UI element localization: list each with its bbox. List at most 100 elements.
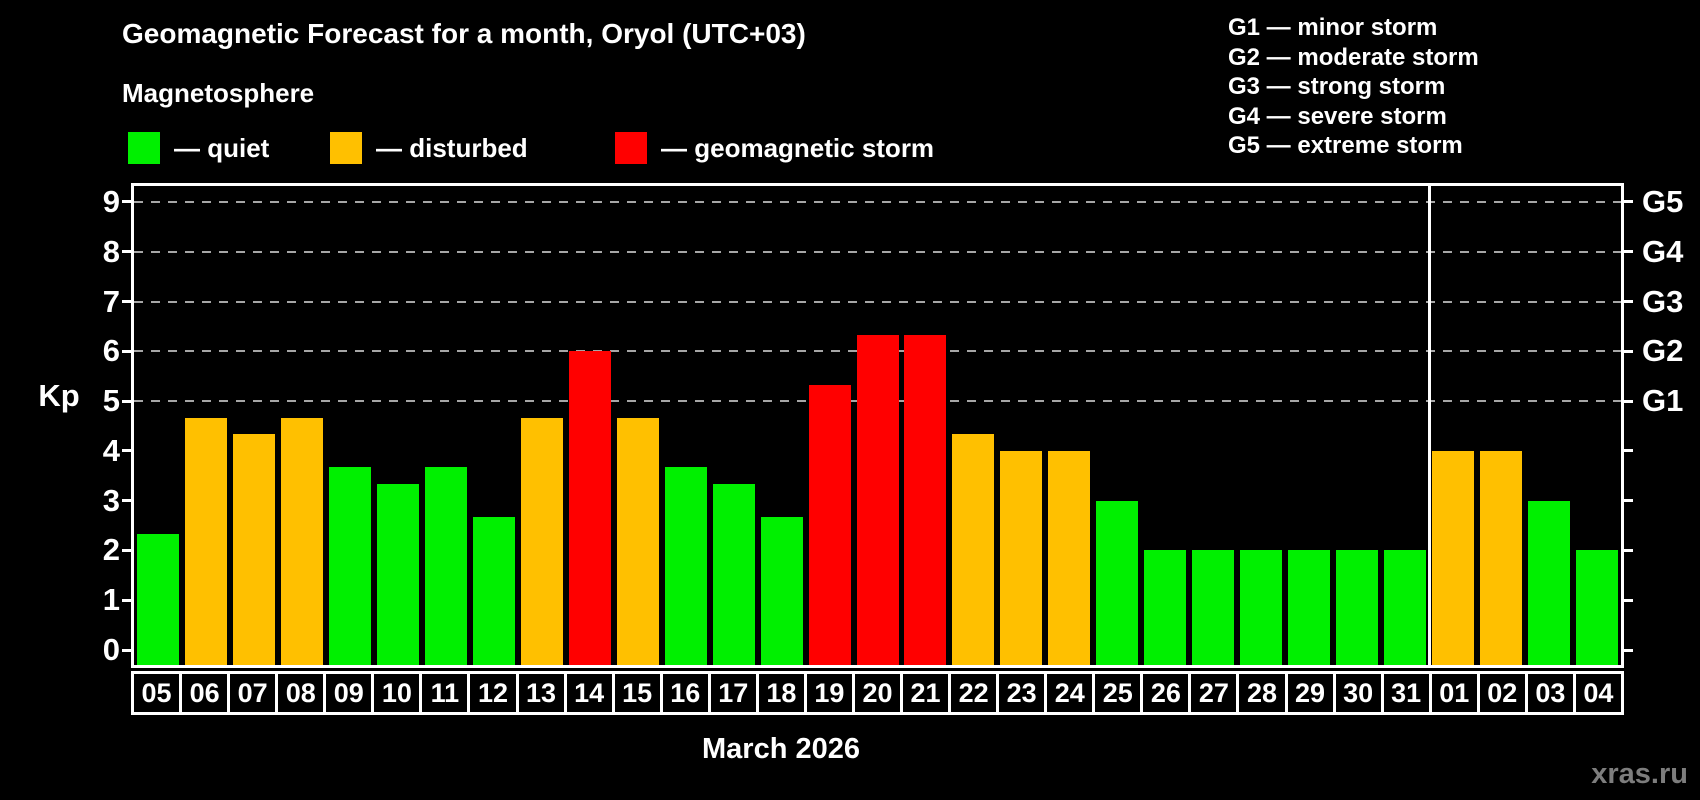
date-cell-12: 12 [467,671,519,715]
bar-day-28 [1240,550,1283,665]
date-cell-09: 09 [323,671,375,715]
date-cell-06: 06 [179,671,231,715]
bar-day-11 [424,467,467,665]
date-cell-21: 21 [900,671,952,715]
bar-day-21 [904,334,947,665]
date-cell-29: 29 [1284,671,1336,715]
page-title: Geomagnetic Forecast for a month, Oryol … [122,18,806,49]
y-tick-left-4 [122,449,131,453]
date-cell-01: 01 [1428,671,1480,715]
disturbed-color-swatch [330,132,362,164]
bar-day-14 [568,351,611,665]
date-cell-19: 19 [803,671,855,715]
y-tick-right-0 [1624,648,1633,652]
g-legend-line-g1: G1 — minor storm [1228,14,1438,41]
legend-item-disturbed: — disturbed [330,131,528,165]
x-axis-title: March 2026 [702,733,860,765]
gridline-kp8 [134,250,1621,253]
bar-day-23 [1000,450,1043,665]
y-tick-left-5 [122,399,131,403]
date-cell-16: 16 [659,671,711,715]
bar-day-10 [376,484,419,665]
g-legend-line-g2: G2 — moderate storm [1228,43,1479,71]
y-tick-left-1 [122,598,131,602]
gridline-kp9 [134,200,1621,203]
y-tick-left-9 [122,200,131,204]
date-cell-04: 04 [1572,671,1624,715]
g-axis-label-g5: G5 [1642,183,1684,219]
quiet-color-swatch [128,132,160,164]
bar-day-18 [760,517,803,665]
bar-day-17 [712,484,755,665]
date-cell-30: 30 [1332,671,1384,715]
g-axis-label-g2: G2 [1642,333,1684,369]
bar-day-26 [1144,550,1187,665]
g-scale-legend: G1 — minor storm G2 — moderate storm G3 … [1228,13,1479,161]
y-tick-left-7 [122,300,131,304]
y-tick-left-3 [122,499,131,503]
bar-day-24 [1048,450,1091,665]
y-tick-left-6 [122,349,131,353]
date-cell-14: 14 [563,671,615,715]
y-tick-right-8 [1624,250,1633,254]
bar-day-05 [136,534,179,665]
g-legend-line-g3: G3 — strong storm [1228,73,1446,101]
g-axis-label-g3: G3 [1642,283,1684,319]
magnetosphere-label: Magnetosphere [122,78,315,108]
date-cell-18: 18 [755,671,807,715]
date-cell-13: 13 [515,671,567,715]
y-axis-label-9: 9 [102,183,120,219]
bar-day-06 [184,417,227,665]
x-axis-date-row: 05 06 07 08 09 10 11 12 13 14 15 16 17 18 19 20 21 22 23 24… [131,671,1624,715]
date-cell-08: 08 [275,671,327,715]
bar-day-12 [472,517,515,665]
g-axis-label-g4: G4 [1642,233,1684,269]
date-cell-02: 02 [1476,671,1528,715]
date-cell-25: 25 [1092,671,1144,715]
bar-day-27 [1192,550,1235,665]
bar-day-03 [1528,500,1571,665]
legend-item-storm: — geomagnetic storm [615,131,934,165]
y-tick-right-1 [1624,598,1633,602]
date-cell-24: 24 [1044,671,1096,715]
date-cell-23: 23 [996,671,1048,715]
bar-day-02 [1480,450,1523,665]
y-tick-left-8 [122,250,131,254]
plot-area [131,183,1624,668]
y-axis-label-3: 3 [102,482,120,518]
legend-label-storm: — geomagnetic storm [661,132,935,163]
legend-item-quiet: — quiet [128,131,269,165]
y-tick-right-3 [1624,499,1633,503]
legend-label-disturbed: — disturbed [376,132,528,163]
date-cell-31: 31 [1380,671,1432,715]
y-tick-left-2 [122,548,131,552]
date-cell-20: 20 [851,671,903,715]
date-cell-03: 03 [1524,671,1576,715]
date-cell-07: 07 [227,671,279,715]
g-axis-label-g1: G1 [1642,383,1684,419]
bar-day-15 [616,417,659,665]
y-axis-label-5: 5 [102,383,120,419]
y-tick-right-2 [1624,548,1633,552]
y-axis-label-7: 7 [102,283,120,319]
y-tick-right-4 [1624,449,1633,453]
y-axis-title: Kp [38,378,80,413]
gridline-kp7 [134,300,1621,303]
g-legend-line-g5: G5 — extreme storm [1228,132,1463,160]
bar-day-20 [856,334,899,665]
y-tick-right-9 [1624,200,1633,204]
bar-day-31 [1384,550,1427,665]
date-cell-26: 26 [1140,671,1192,715]
y-axis-label-8: 8 [102,233,120,269]
y-tick-left-0 [122,648,131,652]
bar-day-29 [1288,550,1331,665]
bar-day-09 [328,467,371,665]
y-axis-label-2: 2 [102,532,120,568]
bar-day-19 [808,384,851,665]
g-legend-line-g4: G4 — severe storm [1228,102,1447,130]
bar-day-16 [664,467,707,665]
date-cell-22: 22 [948,671,1000,715]
date-cell-10: 10 [371,671,423,715]
legend-label-quiet: — quiet [174,132,270,163]
